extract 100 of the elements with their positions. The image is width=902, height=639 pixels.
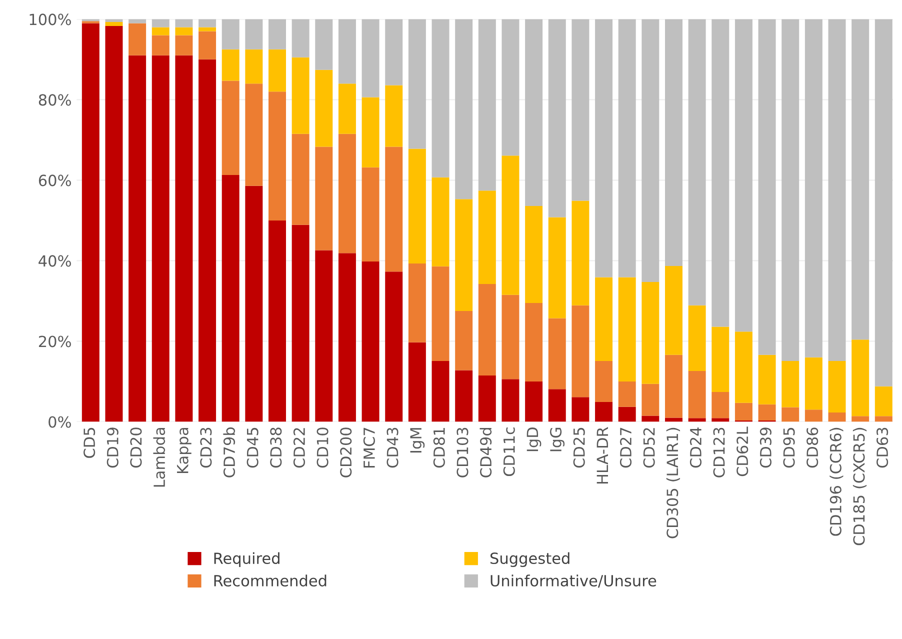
y-tick-label: 100%: [30, 14, 71, 26]
bar: [664, 19, 682, 266]
bar: [618, 277, 636, 382]
bar: [105, 22, 123, 26]
bar: [688, 19, 706, 306]
y-tick-label: 40%: [38, 255, 71, 267]
bar: [852, 19, 870, 340]
bar: [455, 199, 473, 312]
bar: [548, 19, 566, 218]
bar: [152, 35, 170, 56]
bar: [455, 370, 473, 422]
bar: [408, 148, 426, 264]
bar: [525, 302, 543, 382]
x-tick-label: CD38: [270, 428, 282, 468]
bar: [525, 381, 543, 422]
bar: [338, 134, 356, 254]
bar: [595, 277, 613, 361]
bar: [175, 35, 193, 56]
bar: [268, 92, 286, 220]
x-tick-label: IgG: [550, 428, 565, 452]
legend-label: Required: [214, 552, 280, 568]
bar: [432, 177, 450, 266]
bar: [432, 360, 450, 422]
bar: [198, 59, 216, 422]
y-tick-label: 80%: [38, 94, 71, 106]
bar: [688, 371, 706, 418]
x-tick-label: CD305 (LAIR1): [666, 428, 680, 538]
bar: [642, 416, 660, 422]
x-tick-label: HLA-DR: [596, 427, 608, 484]
x-tick-label: CD95: [783, 428, 795, 468]
x-tick-label: CD81: [433, 428, 445, 468]
bar: [478, 190, 496, 284]
bar: [222, 19, 240, 50]
legend-label: Recommended: [214, 574, 326, 586]
bar: [712, 392, 730, 418]
bar: [432, 266, 450, 361]
bar: [758, 354, 776, 404]
bar: [642, 384, 660, 416]
bar: [828, 19, 846, 361]
bar: [502, 156, 520, 295]
x-tick-label: CD5: [84, 428, 96, 458]
bar: [525, 19, 543, 206]
x-tick-label: CD103: [456, 428, 468, 478]
bar: [572, 200, 590, 306]
bar: [572, 305, 590, 398]
bar: [664, 266, 682, 355]
x-tick-label: CD23: [200, 428, 212, 468]
bar: [385, 272, 403, 422]
x-tick-label: IgD: [526, 428, 542, 452]
bar: [152, 19, 170, 28]
bar: [198, 19, 216, 28]
bar: [268, 19, 286, 50]
bar: [478, 375, 496, 422]
bar: [338, 19, 356, 84]
bar: [688, 305, 706, 372]
bar: [758, 404, 776, 421]
x-tick-label: CD20: [130, 428, 142, 468]
bar: [268, 49, 286, 92]
bar: [222, 80, 240, 175]
bar: [572, 19, 590, 201]
bar: [198, 27, 216, 32]
bar: [455, 19, 473, 200]
bar: [595, 402, 613, 422]
bar: [548, 389, 566, 422]
x-tick-label: CD185 (CXCR5): [852, 428, 867, 546]
x-tick-label: CD19: [106, 428, 118, 468]
bar: [804, 357, 822, 410]
x-tick-label: CD62L: [736, 426, 748, 476]
x-tick-label: CD22: [293, 428, 306, 468]
y-tick-label: 20%: [38, 336, 71, 348]
bar: [734, 19, 752, 332]
x-tick-label: IgM: [410, 428, 425, 452]
bar: [712, 326, 730, 392]
bar: [245, 84, 263, 186]
bar: [128, 55, 146, 422]
bar: [292, 57, 310, 134]
bar: [618, 406, 636, 422]
bar: [338, 253, 356, 422]
bar: [315, 70, 333, 147]
bar: [734, 332, 752, 403]
bar: [385, 19, 403, 86]
bar: [292, 134, 310, 225]
bar: [175, 19, 193, 28]
bar: [408, 342, 426, 422]
bar: [874, 19, 892, 386]
x-tick-label: CD24: [690, 427, 702, 468]
bar: [572, 397, 590, 422]
bar: [782, 407, 800, 422]
legend-label: Uninformative/Unsure: [490, 574, 656, 588]
bar: [362, 97, 380, 168]
x-tick-label: CD39: [760, 428, 772, 468]
x-tick-label: CD79b: [223, 427, 236, 478]
bar: [852, 416, 870, 422]
bar: [385, 146, 403, 272]
x-tick-label: CD27: [620, 428, 632, 468]
bar: [642, 282, 660, 384]
bar: [315, 146, 333, 250]
x-tick-label: CD11c: [503, 428, 515, 476]
bar: [618, 19, 636, 278]
bar: [782, 360, 800, 408]
